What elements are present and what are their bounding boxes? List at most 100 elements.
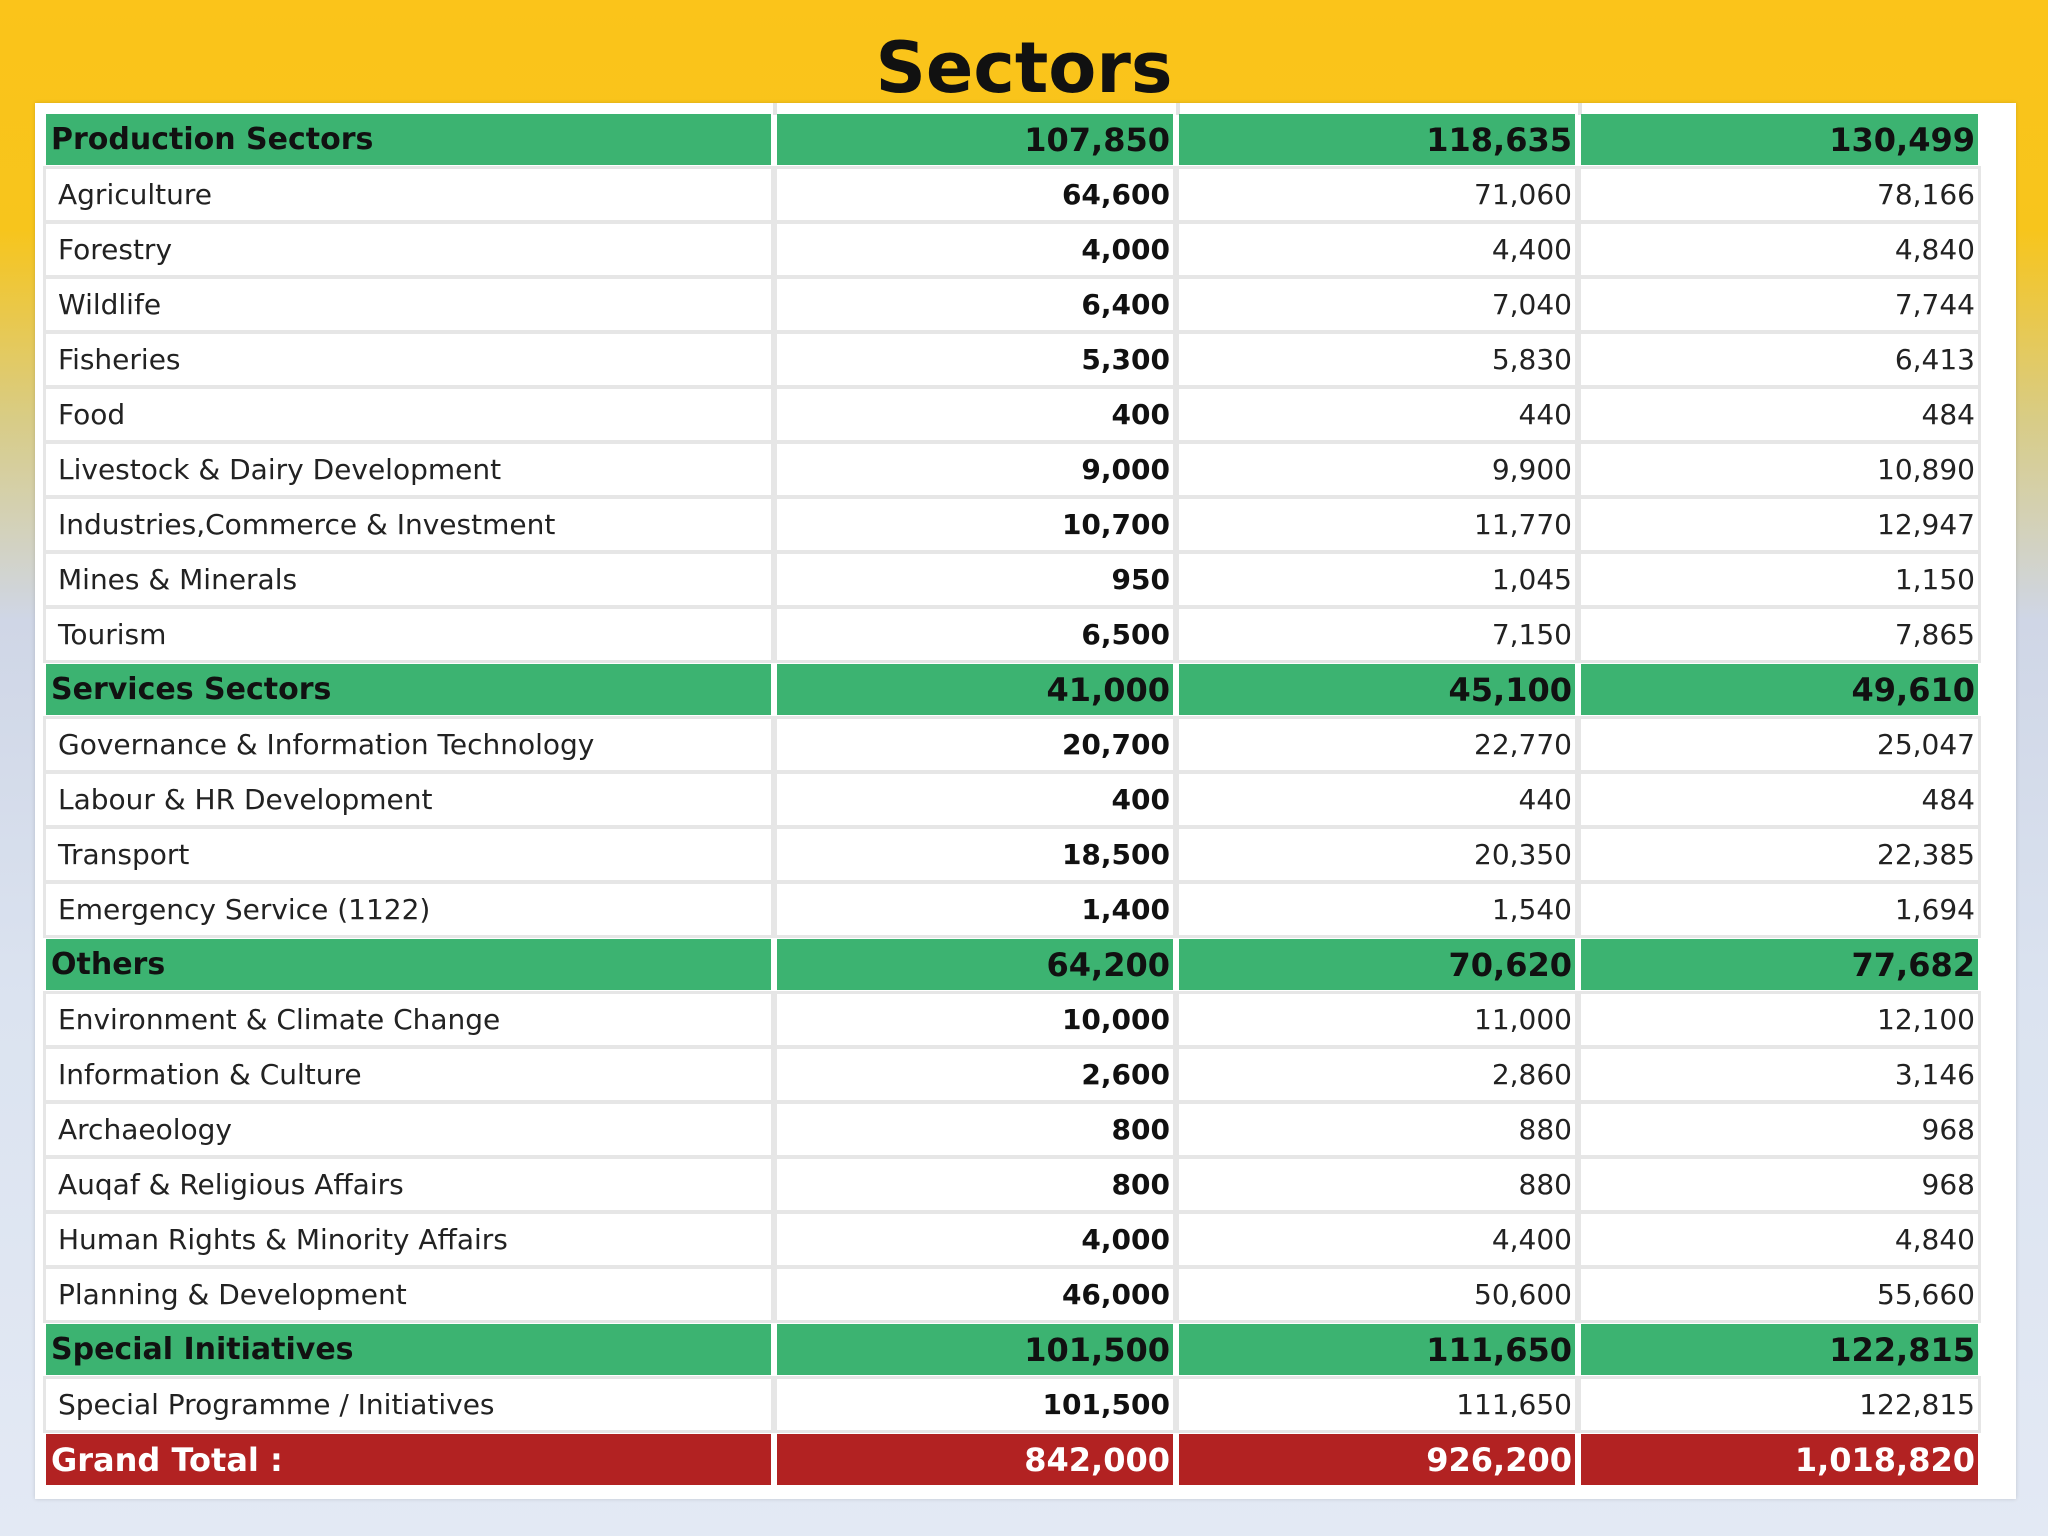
year-3-value: 12,947 (1581, 499, 1978, 550)
year-1-value: 64,600 (777, 169, 1173, 220)
year-1-value: 1,400 (777, 884, 1173, 935)
table-row: Industries,Commerce & Investment 10,700 11… (46, 499, 1978, 550)
group-row-special-initiatives: Special Initiatives 101,500 111,650 122,815 (46, 1324, 1978, 1375)
table-row: Archaeology 800 880 968 (46, 1104, 1978, 1155)
year-2-value: 880 (1179, 1104, 1575, 1155)
table-row: Agriculture 64,600 71,060 78,166 (46, 169, 1978, 220)
year-1-value: 400 (777, 774, 1173, 825)
year-1-value: 4,000 (777, 224, 1173, 275)
row-label: Food (46, 389, 771, 440)
year-1-value: 41,000 (777, 664, 1173, 715)
year-2-value: 22,770 (1179, 719, 1575, 770)
table-row: Emergency Service (1122) 1,400 1,540 1,694 (46, 884, 1978, 935)
row-label: Agriculture (46, 169, 771, 220)
row-label: Grand Total : (46, 1434, 771, 1485)
column-divider (1176, 103, 1180, 115)
year-2-value: 5,830 (1179, 334, 1575, 385)
row-label: Forestry (46, 224, 771, 275)
year-2-value: 4,400 (1179, 1214, 1575, 1265)
year-3-value: 77,682 (1581, 939, 1978, 990)
row-label: Mines & Minerals (46, 554, 771, 605)
year-2-value: 2,860 (1179, 1049, 1575, 1100)
row-label: Archaeology (46, 1104, 771, 1155)
year-1-value: 46,000 (777, 1269, 1173, 1320)
row-label: Industries,Commerce & Investment (46, 499, 771, 550)
year-1-value: 10,700 (777, 499, 1173, 550)
year-2-value: 118,635 (1179, 114, 1575, 165)
row-label: Auqaf & Religious Affairs (46, 1159, 771, 1210)
year-3-value: 4,840 (1581, 224, 1978, 275)
year-1-value: 107,850 (777, 114, 1173, 165)
year-2-value: 111,650 (1179, 1324, 1575, 1375)
table-row: Information & Culture 2,600 2,860 3,146 (46, 1049, 1978, 1100)
sector-allocation-table: Production Sectors 107,850 118,635 130,499 A… (40, 110, 1984, 1489)
year-1-value: 18,500 (777, 829, 1173, 880)
table-row: Human Rights & Minority Affairs 4,000 4,40… (46, 1214, 1978, 1265)
year-3-value: 130,499 (1581, 114, 1978, 165)
year-2-value: 20,350 (1179, 829, 1575, 880)
table-row: Transport 18,500 20,350 22,385 (46, 829, 1978, 880)
table-row: Auqaf & Religious Affairs 800 880 968 (46, 1159, 1978, 1210)
table-row: Mines & Minerals 950 1,045 1,150 (46, 554, 1978, 605)
column-divider (773, 103, 777, 115)
row-label: Services Sectors (46, 664, 771, 715)
year-3-value: 968 (1581, 1159, 1978, 1210)
row-label: Planning & Development (46, 1269, 771, 1320)
table-row: Labour & HR Development 400 440 484 (46, 774, 1978, 825)
year-3-value: 10,890 (1581, 444, 1978, 495)
group-row-production-sectors: Production Sectors 107,850 118,635 130,499 (46, 114, 1978, 165)
year-3-value: 122,815 (1581, 1379, 1978, 1430)
table-row: Fisheries 5,300 5,830 6,413 (46, 334, 1978, 385)
year-3-value: 7,865 (1581, 609, 1978, 660)
year-1-value: 64,200 (777, 939, 1173, 990)
year-2-value: 9,900 (1179, 444, 1575, 495)
year-1-value: 950 (777, 554, 1173, 605)
year-1-value: 6,500 (777, 609, 1173, 660)
table-row: Special Programme / Initiatives 101,500 11… (46, 1379, 1978, 1430)
year-2-value: 71,060 (1179, 169, 1575, 220)
year-2-value: 440 (1179, 389, 1575, 440)
table-row: Tourism 6,500 7,150 7,865 (46, 609, 1978, 660)
year-3-value: 3,146 (1581, 1049, 1978, 1100)
year-3-value: 4,840 (1581, 1214, 1978, 1265)
year-3-value: 1,018,820 (1581, 1434, 1978, 1485)
group-row-services-sectors: Services Sectors 41,000 45,100 49,610 (46, 664, 1978, 715)
year-1-value: 800 (777, 1104, 1173, 1155)
year-3-value: 78,166 (1581, 169, 1978, 220)
row-label: Environment & Climate Change (46, 994, 771, 1045)
year-2-value: 440 (1179, 774, 1575, 825)
year-2-value: 50,600 (1179, 1269, 1575, 1320)
year-3-value: 55,660 (1581, 1269, 1978, 1320)
year-3-value: 968 (1581, 1104, 1978, 1155)
year-1-value: 400 (777, 389, 1173, 440)
table-row: Food 400 440 484 (46, 389, 1978, 440)
year-1-value: 101,500 (777, 1324, 1173, 1375)
year-1-value: 842,000 (777, 1434, 1173, 1485)
table-row: Environment & Climate Change 10,000 11,000… (46, 994, 1978, 1045)
year-3-value: 25,047 (1581, 719, 1978, 770)
year-2-value: 45,100 (1179, 664, 1575, 715)
row-label: Wildlife (46, 279, 771, 330)
row-label: Labour & HR Development (46, 774, 771, 825)
year-1-value: 800 (777, 1159, 1173, 1210)
year-1-value: 6,400 (777, 279, 1173, 330)
table-row: Wildlife 6,400 7,040 7,744 (46, 279, 1978, 330)
table-row: Planning & Development 46,000 50,600 55,660 (46, 1269, 1978, 1320)
year-2-value: 4,400 (1179, 224, 1575, 275)
year-2-value: 880 (1179, 1159, 1575, 1210)
row-label: Tourism (46, 609, 771, 660)
year-3-value: 6,413 (1581, 334, 1978, 385)
year-2-value: 1,045 (1179, 554, 1575, 605)
year-2-value: 926,200 (1179, 1434, 1575, 1485)
row-label: Production Sectors (46, 114, 771, 165)
year-3-value: 1,150 (1581, 554, 1978, 605)
year-1-value: 10,000 (777, 994, 1173, 1045)
row-label: Emergency Service (1122) (46, 884, 771, 935)
year-2-value: 11,000 (1179, 994, 1575, 1045)
year-3-value: 484 (1581, 774, 1978, 825)
year-3-value: 22,385 (1581, 829, 1978, 880)
grand-total-row: Grand Total :842,000 926,200 1,018,820 (46, 1434, 1978, 1485)
row-label: Fisheries (46, 334, 771, 385)
table-body: Production Sectors 107,850 118,635 130,499 A… (46, 114, 1978, 1485)
row-label: Transport (46, 829, 771, 880)
